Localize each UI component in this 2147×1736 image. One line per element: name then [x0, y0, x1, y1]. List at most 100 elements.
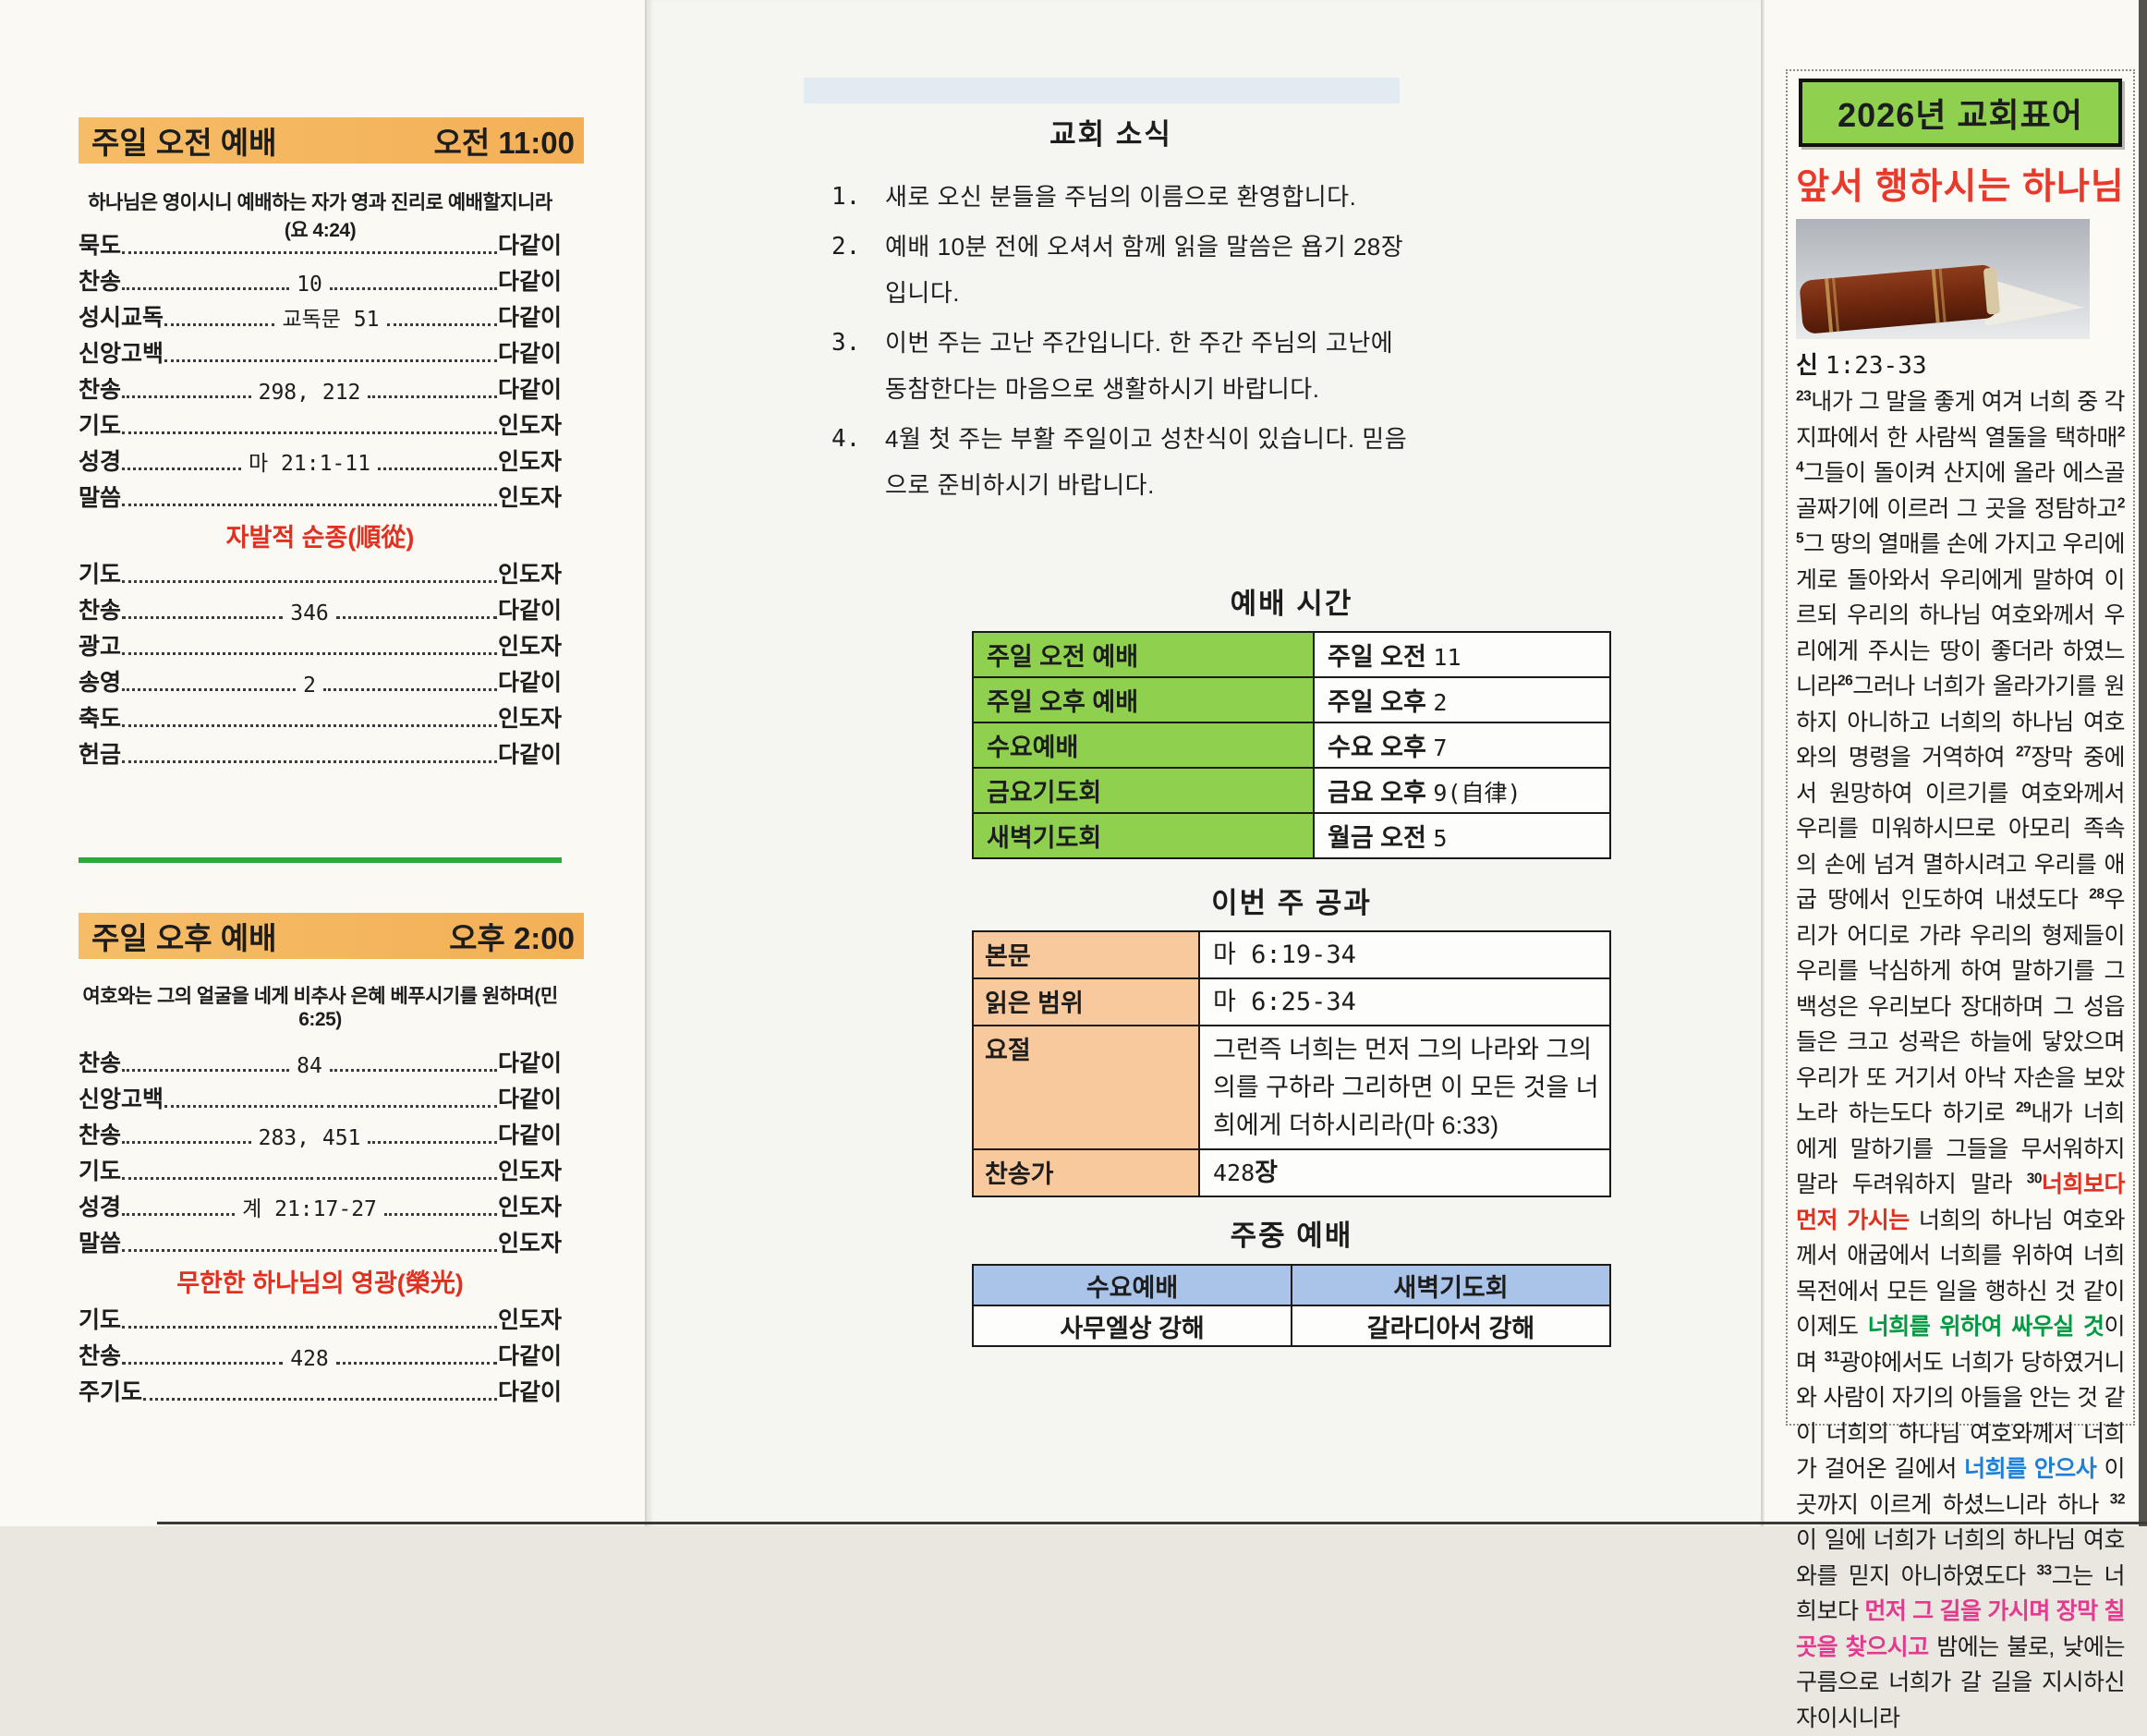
worship-row: 기도 인도자	[79, 1299, 562, 1335]
news-item: 4. 4월 첫 주는 부활 주일이고 성찬식이 있습니다. 믿음으로 준비하시기 …	[831, 416, 1409, 508]
item-who: 다같이	[498, 269, 563, 295]
news-item-number: 4.	[831, 425, 861, 453]
item-who: 다같이	[497, 377, 562, 403]
dotted-leader	[122, 652, 309, 655]
news-item: 3. 이번 주는 고난 주간입니다. 한 주간 주님의 고난에 동참한다는 마음으…	[831, 320, 1409, 412]
dotted-leader	[122, 395, 251, 398]
service-name: 주일 오전 예배	[972, 631, 1315, 678]
motto-panel: 2026년 교회표어 앞서 행하시는 하나님 신 1:23-33 23내가 그 말…	[1786, 69, 2135, 1731]
item-who: 다같이	[497, 305, 562, 331]
table-row: 요절 그런즉 너희는 먼저 그의 나라와 그의 의를 구하라 그리하면 이 모든 …	[972, 1025, 1611, 1150]
midweek-col-header: 수요예배	[972, 1264, 1292, 1306]
worship-times-title: 예배 시간	[1230, 588, 1353, 620]
dotted-leader	[332, 1105, 497, 1108]
table-row: 금요기도회 금요 오후 9(自律)	[972, 767, 1611, 814]
worship-row: 찬송 298, 212 다같이	[79, 369, 562, 405]
midweek-study: 사무엘상 강해	[972, 1305, 1292, 1347]
item-label: 찬송	[79, 1123, 122, 1148]
item-value: 84	[297, 1054, 322, 1078]
dotted-leader	[122, 504, 309, 506]
worship-row: 축도 인도자	[79, 698, 562, 734]
dotted-leader	[122, 688, 297, 691]
worship-times-table: 주일 오전 예배 주일 오전 11 주일 오후 예배 주일 오후 2 수요예배 수요 …	[972, 631, 1611, 859]
dotted-leader	[122, 616, 284, 619]
item-label: 말씀	[79, 485, 122, 511]
item-who: 인도자	[497, 413, 562, 439]
service-time-text: 수요 오후	[1328, 734, 1426, 761]
afternoon-worship-title: 주일 오후 예배	[91, 921, 277, 955]
table-row: 수요예배 수요 오후 7	[972, 722, 1611, 769]
dotted-leader	[122, 1213, 236, 1216]
scripture-book: 신	[1796, 351, 1818, 379]
service-time-number: 11	[1433, 644, 1462, 671]
news-item-text: 새로 오신 분들을 주님의 이름으로 환영합니다.	[885, 183, 1357, 211]
worship-row: 주기도 다같이	[79, 1371, 562, 1407]
dotted-leader	[310, 251, 497, 254]
afternoon-verse: 여호와는 그의 얼굴을 네게 비추사 은혜 베푸시기를 원하며(민 6:25)	[82, 986, 558, 1030]
item-label: 성시교독	[79, 305, 164, 331]
item-label: 묵도	[79, 233, 122, 259]
dotted-leader	[368, 1141, 497, 1144]
lesson-label: 본문	[972, 930, 1200, 979]
dotted-leader	[310, 652, 497, 655]
item-who: 인도자	[497, 706, 562, 732]
scripture-text: 23내가 그 말을 좋게 여겨 너희 중 각 지파에서 한 사람씩 열둘을 택하…	[1796, 388, 2126, 1731]
lesson-value: 마 6:19-34	[1198, 930, 1611, 979]
dotted-leader	[122, 724, 309, 727]
worship-row: 찬송 10 다같이	[79, 261, 562, 297]
dotted-leader	[322, 688, 497, 691]
news-title: 교회 소식	[1049, 118, 1172, 151]
item-who: 인도자	[497, 562, 562, 588]
dotted-leader	[164, 323, 275, 326]
dotted-leader	[122, 1177, 309, 1180]
hymn-suffix: 장	[1255, 1159, 1278, 1186]
morning-worship-header: 주일 오전 예배 오전 11:00	[79, 117, 584, 164]
dotted-leader	[335, 1362, 497, 1365]
item-label: 주기도	[79, 1379, 143, 1405]
dotted-leader	[164, 1105, 330, 1108]
item-label: 신앙고백	[79, 341, 164, 367]
worship-row: 기도 인도자	[79, 553, 562, 589]
lesson-hymn: 428장	[1198, 1148, 1611, 1197]
item-who: 다같이	[498, 1050, 563, 1076]
dotted-leader	[310, 1249, 497, 1252]
worship-row: 기도 인도자	[79, 405, 562, 441]
item-value: 교독문 51	[282, 308, 380, 332]
service-time-text: 주일 오후	[1328, 688, 1426, 716]
midweek-table: 수요예배 새벽기도회 사무엘상 강해 갈라디아서 강해	[972, 1264, 1611, 1347]
dotted-leader	[122, 1326, 309, 1329]
table-row: 본문 마 6:19-34	[972, 930, 1611, 979]
dotted-leader	[122, 287, 290, 290]
scan-edge-right	[2139, 0, 2147, 1526]
church-motto: 앞서 행하시는 하나님	[1796, 167, 2125, 207]
dotted-leader	[310, 431, 497, 434]
item-who: 인도자	[497, 1307, 562, 1333]
worship-row: 찬송 346 다같이	[79, 589, 562, 625]
news-item-number: 2.	[831, 233, 861, 261]
item-who: 다같이	[497, 1379, 562, 1405]
news-item-text: 이번 주는 고난 주간입니다. 한 주간 주님의 고난에 동참한다는 마음으로 …	[885, 329, 1394, 403]
service-time: 주일 오전 11	[1313, 631, 1611, 678]
item-who: 다같이	[498, 670, 563, 696]
afternoon-order-list: 찬송 84 다같이 신앙고백 다같이 찬송 283, 451 다같이 기도 인도자 성경 계 …	[79, 1042, 562, 1407]
dotted-leader	[377, 467, 497, 470]
service-time: 금요 오후 9(自律)	[1313, 767, 1611, 814]
scripture-range: 1:23-33	[1825, 352, 1927, 380]
item-label: 신앙고백	[79, 1087, 164, 1112]
item-who: 다같이	[497, 233, 562, 259]
item-who: 다같이	[498, 1343, 563, 1369]
worship-row: 성경 마 21:1-11 인도자	[79, 441, 562, 477]
service-time-number: 5	[1433, 825, 1448, 852]
dotted-leader	[122, 1362, 284, 1365]
item-value: 346	[290, 601, 329, 625]
dotted-leader	[321, 1398, 497, 1401]
dotted-leader	[368, 395, 497, 398]
worship-row: 묵도 다같이	[79, 225, 562, 261]
service-time-number: 9(自律)	[1433, 780, 1522, 807]
worship-row: 신앙고백 다같이	[79, 1078, 562, 1114]
worship-row: 송영 2 다같이	[79, 662, 562, 698]
item-label: 찬송	[79, 598, 122, 624]
page-fold	[645, 0, 649, 1526]
table-header-row: 수요예배 새벽기도회	[972, 1264, 1611, 1306]
